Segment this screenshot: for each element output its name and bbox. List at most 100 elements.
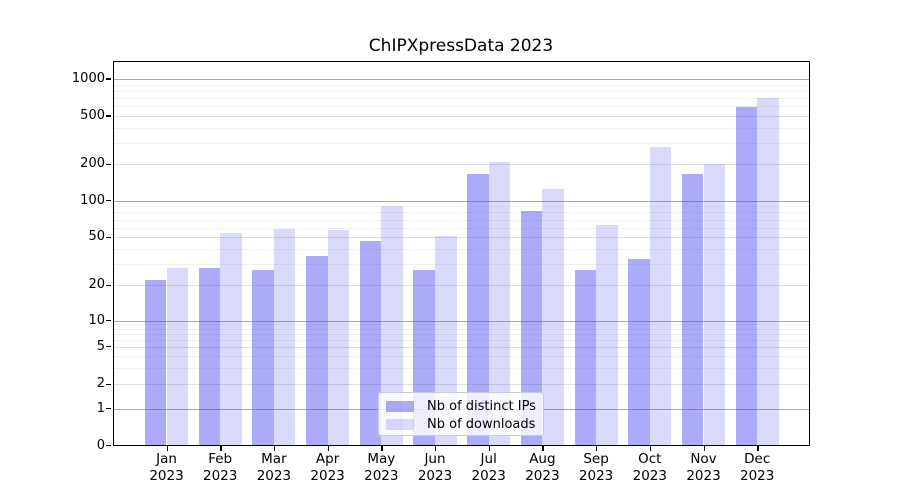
x-tick-label-sep: Sep 2023: [578, 451, 614, 484]
y-tick: [106, 284, 111, 286]
minor-gridline: [112, 212, 810, 214]
x-tick-label-may: May 2023: [364, 451, 399, 484]
y-tick: [106, 444, 111, 447]
y-tick-label-0: 0: [96, 437, 105, 453]
x-tick-label-nov: Nov 2023: [686, 451, 721, 484]
bar-downloads-dec: [757, 98, 779, 446]
minor-gridline: [112, 90, 810, 92]
x-tick-label-jul: Jul 2023: [471, 451, 506, 484]
legend-swatch-distinct-ips: [386, 401, 414, 412]
minor-gridline: [112, 142, 810, 144]
minor-gridline: [112, 355, 810, 357]
bar-downloads-jul: [488, 161, 511, 446]
bar-downloads-jan: [166, 267, 189, 446]
legend-label: Nb of distinct IPs: [427, 399, 536, 414]
minor-gridline: [112, 328, 810, 330]
bar-distinct-ips-dec: [735, 107, 758, 446]
y-tick-label-10: 10: [88, 312, 105, 328]
y-tick-label-1000: 1000: [71, 71, 105, 86]
x-tick-label-jun: Jun 2023: [417, 451, 453, 484]
y-tick-label-50: 50: [88, 229, 105, 245]
minor-gridline: [112, 98, 810, 100]
minor-gridline: [112, 324, 810, 326]
bar-downloads-aug: [542, 188, 564, 446]
legend: Nb of distinct IPs Nb of downloads: [378, 392, 544, 436]
y-tick: [106, 236, 111, 238]
y-tick: [106, 163, 111, 165]
x-tick: [596, 446, 598, 451]
x-tick: [381, 446, 383, 451]
y-tick: [106, 408, 111, 410]
x-tick: [488, 446, 491, 451]
x-tick-label-jan: Jan 2023: [149, 451, 184, 484]
minor-gridline: [112, 227, 810, 229]
minor-gridline: [112, 206, 810, 208]
y-tick: [106, 200, 111, 202]
gridline: [112, 116, 810, 117]
minor-gridline: [112, 333, 810, 335]
legend-item-downloads: Nb of downloads: [386, 416, 536, 433]
y-tick: [106, 78, 111, 80]
chart-title: ChIPXpressData 2023: [368, 36, 554, 56]
bar-downloads-sep: [596, 225, 618, 446]
minor-gridline: [112, 84, 810, 86]
bar-downloads-feb: [220, 233, 242, 446]
bar-distinct-ips-jan: [144, 280, 167, 446]
minor-gridline: [112, 219, 810, 221]
y-tick: [106, 319, 111, 322]
y-tick-label-100: 100: [80, 192, 105, 208]
legend-swatch-downloads: [386, 419, 414, 430]
x-tick-label-mar: Mar 2023: [256, 451, 292, 484]
bar-downloads-nov: [703, 164, 726, 446]
y-tick-label-200: 200: [80, 156, 105, 172]
legend-label: Nb of downloads: [427, 417, 536, 432]
bar-distinct-ips-jul: [467, 174, 489, 446]
x-tick-label-aug: Aug 2023: [525, 451, 560, 484]
bar-downloads-oct: [649, 146, 672, 446]
bar-distinct-ips-feb: [198, 267, 221, 446]
gridline: [112, 384, 810, 386]
y-tick-label-1: 1: [96, 400, 105, 416]
minor-gridline: [112, 339, 810, 341]
x-tick-label-apr: Apr 2023: [310, 451, 345, 484]
legend-item-distinct-ips: Nb of distinct IPs: [386, 398, 536, 415]
bar-distinct-ips-oct: [628, 259, 650, 446]
x-tick: [435, 446, 437, 451]
x-tick: [220, 446, 222, 451]
bar-distinct-ips-apr: [306, 255, 328, 446]
y-tick-label-500: 500: [80, 108, 105, 123]
x-tick: [166, 446, 168, 451]
x-tick: [542, 446, 544, 451]
x-tick: [757, 446, 759, 451]
x-tick: [649, 446, 652, 451]
x-tick-label-oct: Oct 2023: [632, 451, 667, 484]
major-gridline: [112, 200, 810, 202]
x-tick: [703, 446, 705, 451]
minor-gridline: [112, 248, 810, 250]
minor-gridline: [112, 127, 810, 129]
bar-distinct-ips-may: [359, 240, 382, 446]
gridline: [112, 237, 810, 239]
y-tick-label-2: 2: [96, 376, 105, 392]
major-gridline: [112, 320, 810, 322]
y-tick-label-20: 20: [88, 277, 105, 293]
bar-distinct-ips-nov: [681, 174, 704, 446]
x-tick-label-dec: Dec 2023: [740, 451, 775, 484]
bar-distinct-ips-aug: [520, 210, 543, 446]
minor-gridline: [112, 367, 810, 369]
y-tick-label-5: 5: [96, 338, 105, 354]
bar-downloads-apr: [327, 230, 350, 446]
major-gridline: [112, 79, 810, 80]
bar-downloads-mar: [273, 229, 296, 446]
plot-area: [112, 61, 810, 446]
minor-gridline: [112, 264, 810, 266]
gridline: [112, 285, 810, 287]
bar-distinct-ips-sep: [574, 269, 597, 446]
bar-distinct-ips-mar: [252, 269, 274, 446]
gridline: [112, 346, 810, 348]
minor-gridline: [112, 106, 810, 108]
bar-downloads-may: [381, 206, 403, 446]
y-tick: [106, 115, 111, 117]
x-tick: [327, 446, 329, 451]
